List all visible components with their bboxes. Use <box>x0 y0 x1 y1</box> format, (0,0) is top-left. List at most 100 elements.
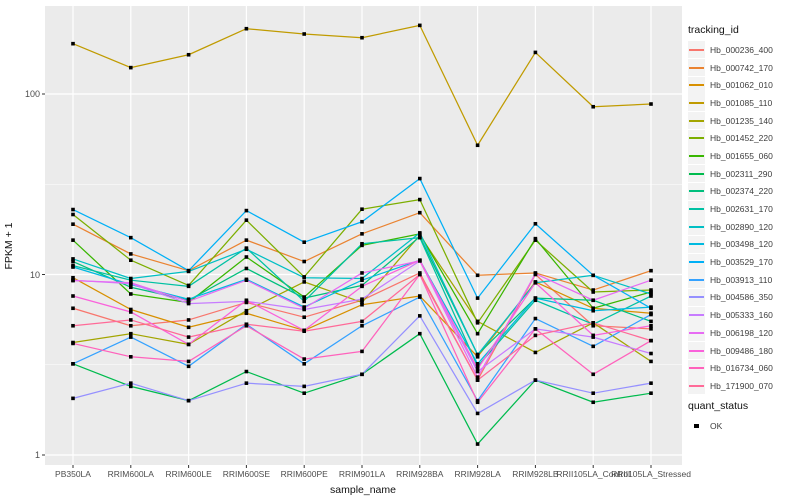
y-tick-label-10: 10 <box>29 269 40 280</box>
legend-key-line <box>689 349 704 352</box>
legend-title: tracking_id <box>688 24 739 36</box>
data-point <box>418 176 422 181</box>
data-point <box>186 284 191 289</box>
data-point <box>71 257 75 261</box>
y-tick-label-100: 100 <box>24 88 40 99</box>
data-point <box>418 210 422 215</box>
legend-key <box>688 112 705 130</box>
data-point <box>129 384 133 389</box>
legend-key-line <box>689 208 704 211</box>
data-point <box>129 323 133 328</box>
y-axis-title: FPKM + 1 <box>3 222 15 270</box>
legend-label: Hb_001452_220 <box>710 133 773 144</box>
data-point <box>475 296 480 300</box>
data-point <box>129 258 133 263</box>
data-point <box>129 285 133 290</box>
data-point <box>129 292 133 296</box>
data-point <box>360 278 364 282</box>
x-axis-title: sample_name <box>330 484 396 496</box>
data-point <box>649 381 653 385</box>
data-point <box>71 41 75 46</box>
data-point <box>533 296 538 300</box>
data-point <box>649 391 653 395</box>
data-point <box>360 219 364 224</box>
data-point <box>475 364 480 369</box>
legend-label: Hb_003498_120 <box>710 239 773 250</box>
data-point <box>71 294 75 298</box>
legend-key <box>688 76 705 94</box>
data-point <box>71 278 75 283</box>
legend-entry: Hb_006198_120 <box>688 324 800 342</box>
data-point <box>591 298 595 303</box>
data-point <box>71 212 75 217</box>
data-point <box>360 241 364 246</box>
legend-label: Hb_004586_350 <box>710 292 773 303</box>
legend-label: Hb_002374_220 <box>710 186 773 197</box>
data-point <box>129 235 133 240</box>
legend-label: Hb_000236_400 <box>710 44 773 55</box>
data-point <box>302 280 306 284</box>
legend-entry: Hb_000742_170 <box>688 59 800 77</box>
legend-key <box>688 359 705 377</box>
data-point <box>475 321 480 325</box>
data-point <box>475 442 480 446</box>
legend-entry: OK <box>688 417 800 435</box>
legend-label: Hb_000742_170 <box>710 62 773 73</box>
x-tick-label: PB350LA <box>55 469 91 479</box>
data-point <box>71 323 75 328</box>
legend-entry: Hb_002631_170 <box>688 200 800 218</box>
data-point <box>591 333 595 338</box>
legend-entry: Hb_003498_120 <box>688 235 800 254</box>
legend-key <box>688 182 705 200</box>
data-point <box>649 288 653 292</box>
data-point <box>302 32 306 36</box>
data-point <box>360 207 364 212</box>
legend-key-line <box>689 296 704 299</box>
data-point <box>475 369 480 374</box>
legend-key <box>688 271 705 289</box>
data-point <box>591 273 595 278</box>
legend-entry: Hb_001655_060 <box>688 147 800 165</box>
data-point <box>129 276 133 281</box>
data-point <box>360 302 364 307</box>
x-tick-label: RRIM600LE <box>165 469 212 479</box>
data-point <box>649 312 653 317</box>
data-point <box>302 384 306 389</box>
data-point <box>533 350 538 355</box>
data-point <box>244 238 249 242</box>
data-point <box>418 272 422 277</box>
legend-key <box>688 59 705 77</box>
data-point <box>244 311 249 316</box>
data-point <box>418 23 422 28</box>
data-point <box>649 268 653 273</box>
legend-key-line <box>689 190 704 193</box>
data-point <box>533 316 538 321</box>
data-point <box>71 396 75 401</box>
data-point <box>71 265 75 269</box>
square-point-icon <box>688 417 705 434</box>
data-point <box>302 315 306 320</box>
legend-key-line <box>689 243 704 246</box>
data-point <box>71 341 75 346</box>
data-point <box>186 398 191 403</box>
data-point <box>302 240 306 244</box>
legend-key-line <box>689 172 704 175</box>
legend-key-line <box>689 314 704 317</box>
legend-key <box>688 306 705 324</box>
data-point <box>71 222 75 226</box>
data-point <box>244 218 249 222</box>
data-point <box>186 342 191 347</box>
data-point <box>244 247 249 252</box>
data-point <box>649 359 653 364</box>
data-point <box>649 294 653 298</box>
data-point <box>302 299 306 304</box>
data-point <box>302 362 306 366</box>
data-point <box>649 323 653 328</box>
data-point <box>533 327 538 331</box>
legend-label: Hb_016734_060 <box>710 363 773 374</box>
data-point <box>186 359 191 364</box>
legend-entry: Hb_171900_070 <box>688 377 800 395</box>
data-point <box>360 232 364 236</box>
legend-label: Hb_002890_120 <box>710 221 773 232</box>
data-point <box>360 372 364 377</box>
